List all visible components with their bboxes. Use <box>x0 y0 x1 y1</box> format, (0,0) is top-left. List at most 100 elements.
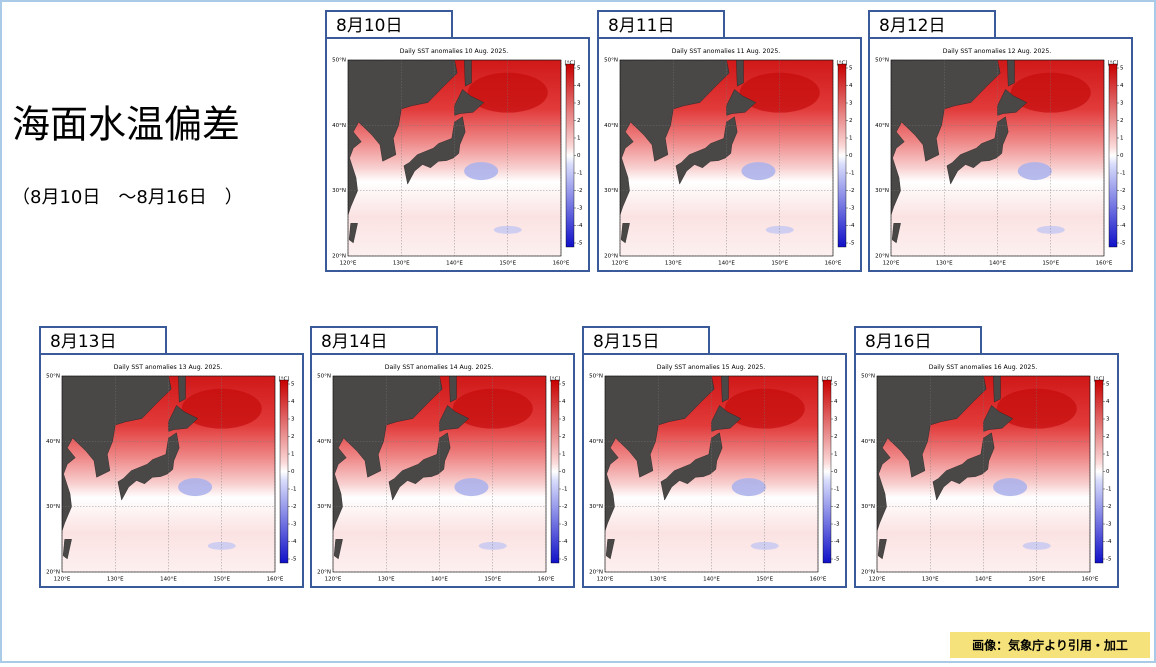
cold-anomaly <box>178 478 213 497</box>
warm-core <box>181 388 262 429</box>
colorbar-tick-label: -5 <box>291 557 297 563</box>
colorbar-tick-label: -5 <box>834 557 840 563</box>
map-panel: Daily SST anomalies 16 Aug. 2025. 50°N 40°… <box>854 353 1119 588</box>
lat-tick-label: 40°N <box>875 123 889 129</box>
colorbar-tick-label: 2 <box>577 118 581 124</box>
colorbar-tick-label: 4 <box>291 399 295 405</box>
colorbar-tick-label: 2 <box>562 434 566 440</box>
colorbar-tick-label: -3 <box>849 206 855 212</box>
land <box>877 539 887 560</box>
land <box>178 376 186 403</box>
lon-tick-label: 130°E <box>650 577 667 583</box>
colorbar <box>1108 63 1118 248</box>
cold-anomaly <box>493 225 522 234</box>
slide-title: 海面水温偏差 <box>12 103 240 147</box>
colorbar-tick-label: 5 <box>1106 382 1110 388</box>
land <box>449 376 457 403</box>
colorbar-tick-label: 3 <box>1120 101 1124 107</box>
colorbar-tick-label: 3 <box>577 101 581 107</box>
map-title: Daily SST anomalies 12 Aug. 2025. <box>943 48 1052 55</box>
warm-core <box>996 388 1077 429</box>
lon-tick-label: 140°E <box>160 577 177 583</box>
colorbar-tick-label: -3 <box>834 522 840 528</box>
date-label: 8月10日 <box>325 10 453 39</box>
colorbar-tick-label: -1 <box>834 487 839 493</box>
colorbar-tick-label: 2 <box>1106 434 1110 440</box>
colorbar-tick-label: 5 <box>1120 66 1124 72</box>
colorbar-tick-label: -4 <box>577 223 583 229</box>
lat-tick-label: 30°N <box>861 504 875 510</box>
colorbar-tick-label: 4 <box>834 399 838 405</box>
map-title: Daily SST anomalies 13 Aug. 2025. <box>114 364 223 371</box>
land <box>464 60 472 87</box>
colorbar-tick-label: -2 <box>562 504 567 510</box>
cold-anomaly <box>207 541 236 550</box>
lon-tick-label: 150°E <box>1028 577 1045 583</box>
colorbar-tick-label: -2 <box>291 504 296 510</box>
colorbar-tick-label: 0 <box>291 469 295 475</box>
plot-border <box>332 375 547 573</box>
lon-tick-label: 120°E <box>869 577 886 583</box>
lat-tick-label: 40°N <box>317 439 331 445</box>
land <box>1007 60 1015 87</box>
map-plot <box>891 60 1104 256</box>
plot-border <box>876 375 1091 573</box>
lon-tick-label: 140°E <box>989 261 1006 267</box>
map-plot <box>348 60 561 256</box>
date-label-box <box>39 326 167 355</box>
lon-tick-label: 130°E <box>665 261 682 267</box>
lat-tick-label: 20°N <box>332 254 346 260</box>
colorbar-tick-label: 1 <box>834 452 838 458</box>
date-label-box <box>868 10 996 39</box>
colorbar-tick-label: 0 <box>1120 153 1124 159</box>
lon-tick-label: 160°E <box>1082 577 1099 583</box>
colorbar-tick-label: -1 <box>849 171 854 177</box>
colorbar-tick-label: 4 <box>1120 83 1124 89</box>
colorbar-unit: [°C] <box>1094 377 1105 383</box>
colorbar-unit: [°C] <box>837 61 848 67</box>
colorbar <box>565 63 575 248</box>
plot-border <box>619 59 834 257</box>
lat-tick-label: 30°N <box>875 188 889 194</box>
lon-tick-label: 150°E <box>484 577 501 583</box>
lat-tick-label: 30°N <box>332 188 346 194</box>
lon-tick-label: 150°E <box>499 261 516 267</box>
colorbar <box>279 379 289 564</box>
land <box>726 89 757 116</box>
land <box>993 376 1001 403</box>
colorbar-tick-label: 5 <box>849 66 853 72</box>
land <box>439 405 470 432</box>
map-panel: Daily SST anomalies 12 Aug. 2025. 50°N 40°… <box>868 37 1133 272</box>
lon-tick-label: 120°E <box>883 261 900 267</box>
colorbar <box>837 63 847 248</box>
lon-tick-label: 160°E <box>1096 261 1113 267</box>
land <box>62 539 72 560</box>
colorbar-tick-label: -4 <box>1120 223 1126 229</box>
colorbar-tick-label: 1 <box>1106 452 1110 458</box>
cold-anomaly <box>741 162 776 181</box>
map-panel: Daily SST anomalies 10 Aug. 2025. 50°N 40°… <box>325 37 590 272</box>
land <box>348 223 358 244</box>
colorbar-unit: [°C] <box>565 61 576 67</box>
map-panel: Daily SST anomalies 13 Aug. 2025. 50°N 40°… <box>39 353 304 588</box>
colorbar-unit: [°C] <box>550 377 561 383</box>
lon-tick-label: 130°E <box>393 261 410 267</box>
land <box>736 60 744 87</box>
land <box>997 89 1028 116</box>
lat-tick-label: 50°N <box>332 58 346 64</box>
land <box>877 376 987 532</box>
lon-tick-label: 140°E <box>446 261 463 267</box>
lat-tick-label: 20°N <box>861 570 875 576</box>
colorbar-tick-label: 4 <box>562 399 566 405</box>
colorbar-tick-label: 4 <box>577 83 581 89</box>
lat-tick-label: 50°N <box>46 374 60 380</box>
colorbar-tick-label: 0 <box>1106 469 1110 475</box>
date-label-text: 8月11日 <box>608 16 674 36</box>
cold-anomaly <box>765 225 794 234</box>
lat-tick-label: 20°N <box>317 570 331 576</box>
colorbar-tick-label: -5 <box>577 241 583 247</box>
lat-tick-label: 20°N <box>875 254 889 260</box>
colorbar-tick-label: 0 <box>577 153 581 159</box>
cold-anomaly <box>1017 162 1052 181</box>
colorbar <box>822 379 832 564</box>
